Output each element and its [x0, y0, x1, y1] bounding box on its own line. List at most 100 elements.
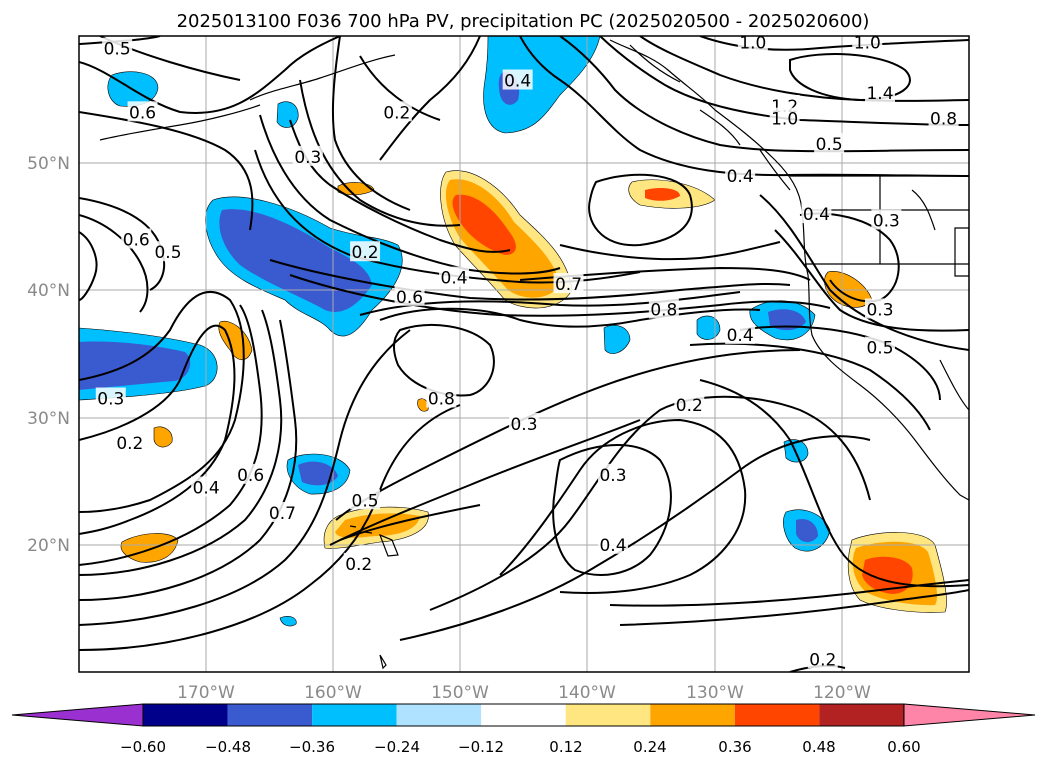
lat-tick-30n: 30°N — [27, 409, 70, 429]
contour-label: 0.7 — [269, 504, 296, 524]
colorbar-label-8: 0.36 — [718, 738, 751, 756]
contour-label-bg — [102, 37, 133, 58]
lon-tick-160w: 160°W — [304, 683, 362, 703]
colorbar-label-6: 0.12 — [549, 738, 582, 756]
lon-tick-170w: 170°W — [177, 683, 235, 703]
contour-label: 0.3 — [510, 415, 537, 435]
contour-label: 0.4 — [441, 269, 468, 289]
contour-label: 0.6 — [123, 231, 150, 251]
contour-label-bg — [871, 209, 902, 230]
colorbar-segment — [481, 704, 566, 726]
shade-positive-se-core — [862, 556, 913, 594]
contour-label: 0.8 — [428, 390, 455, 410]
colorbar-label-1: −0.60 — [120, 738, 166, 756]
colorbar-segment — [565, 704, 651, 726]
contour-label: 0.4 — [727, 167, 754, 187]
shade-positive-north-central-core — [452, 194, 516, 255]
contour-label: 0.2 — [345, 555, 372, 575]
colorbar-segments — [11, 703, 1036, 727]
contour-label-bg — [852, 36, 883, 52]
contour-label: 0.5 — [352, 491, 379, 511]
contour-label-bg — [350, 241, 381, 262]
colorbar-segment — [227, 704, 313, 726]
contour-label: 0.4 — [599, 536, 626, 556]
contour-label: 0.7 — [555, 275, 582, 295]
latitude-ticks: 50°N 40°N 30°N 20°N — [27, 154, 70, 556]
colorbar-label-2: −0.48 — [205, 738, 251, 756]
contour-label-bg — [674, 393, 705, 414]
colorbar-segment — [819, 704, 904, 726]
colorbar-label-5: −0.12 — [458, 738, 504, 756]
contour-label-bg — [121, 228, 152, 249]
shade-negative-north — [483, 36, 601, 134]
contour-label-bg — [769, 107, 800, 128]
contour-label: 0.6 — [396, 288, 423, 308]
shade-negative-west-core — [79, 341, 191, 390]
contour-label-bg — [267, 502, 298, 522]
contour-label-bg — [737, 36, 768, 52]
colorbar-label-9: 0.48 — [802, 738, 835, 756]
contour-label-bg — [235, 463, 266, 484]
contour-label-bg — [292, 145, 323, 166]
lat-tick-40n: 40°N — [27, 281, 70, 301]
contour-label: 0.3 — [599, 466, 626, 486]
contour-label-bg — [801, 203, 832, 224]
contour-label: 0.2 — [116, 434, 143, 454]
contour-label-bg — [648, 298, 679, 319]
contour-label: 0.8 — [650, 300, 677, 320]
contour-label: 0.4 — [193, 479, 220, 499]
colorbar-label-3: −0.36 — [289, 738, 335, 756]
colorbar-segment — [143, 704, 228, 726]
lat-tick-20n: 20°N — [27, 536, 70, 556]
colorbar-extend-max — [903, 703, 1036, 727]
lon-tick-150w: 150°W — [431, 683, 489, 703]
contour-label-bg — [439, 266, 470, 287]
contour-label: 0.6 — [237, 466, 264, 486]
contour-label-bg — [114, 432, 145, 453]
colorbar-label-7: 0.24 — [633, 738, 666, 756]
contour-label-bg — [725, 164, 756, 185]
colorbar-extend-min — [11, 703, 144, 727]
shade-positive-west-c — [153, 426, 173, 448]
contour-label: 1.0 — [739, 33, 766, 53]
contour-label-bg — [95, 387, 126, 408]
colorbar-label-4: −0.24 — [374, 738, 420, 756]
contour-label-bg — [928, 107, 959, 128]
longitude-ticks: 170°W 160°W 150°W 140°W 130°W 120°W — [177, 683, 871, 703]
contour-label-bg — [553, 273, 584, 294]
colorbar-labels: −0.60 −0.48 −0.36 −0.24 −0.12 0.12 0.24 … — [120, 738, 921, 756]
contour-label-bg — [814, 133, 845, 154]
contour-label-bg — [153, 241, 183, 262]
colorbar: −0.60 −0.48 −0.36 −0.24 −0.12 0.12 0.24 … — [11, 703, 1036, 756]
contour-label: 0.4 — [504, 72, 531, 92]
contour-label: 0.3 — [866, 300, 893, 320]
contour-labels: 0.50.6 0.20.30.41.0 1.01.21.01.40.80.50.40… — [95, 33, 959, 670]
contour-label: 0.2 — [809, 650, 836, 670]
contour-label: 0.4 — [803, 205, 830, 225]
contour-label: 0.3 — [97, 390, 124, 410]
lon-tick-120w: 120°W — [813, 683, 871, 703]
shade-negative-central-core — [219, 209, 372, 312]
contour-label-bg — [426, 387, 457, 408]
shade-negative-tiny — [279, 616, 297, 627]
contour-label: 0.5 — [866, 339, 893, 359]
contour-label: 0.2 — [383, 103, 410, 123]
contour-label-bg — [725, 323, 756, 344]
shade-positive-tiny-b — [417, 398, 429, 412]
lat-tick-50n: 50°N — [27, 154, 70, 174]
colorbar-outline — [142, 703, 905, 727]
contour-label-bg — [127, 101, 158, 122]
contour-label: 0.2 — [352, 243, 379, 263]
colorbar-label-10: 0.60 — [887, 738, 920, 756]
contour-label-bg — [191, 476, 222, 497]
shade-negative-hawaii-n-core — [298, 461, 338, 486]
shade-negative-mid-a — [603, 325, 631, 354]
shade-negative-small-c — [276, 101, 299, 128]
contour-label-bg — [350, 489, 381, 510]
shade-negative-east-b-core — [796, 518, 818, 543]
precipitation-shading — [79, 36, 947, 627]
contour-label: 0.3 — [873, 211, 900, 231]
colorbar-segment — [396, 704, 482, 726]
contour-label-bg — [865, 336, 895, 357]
colorbar-segment — [734, 704, 820, 726]
